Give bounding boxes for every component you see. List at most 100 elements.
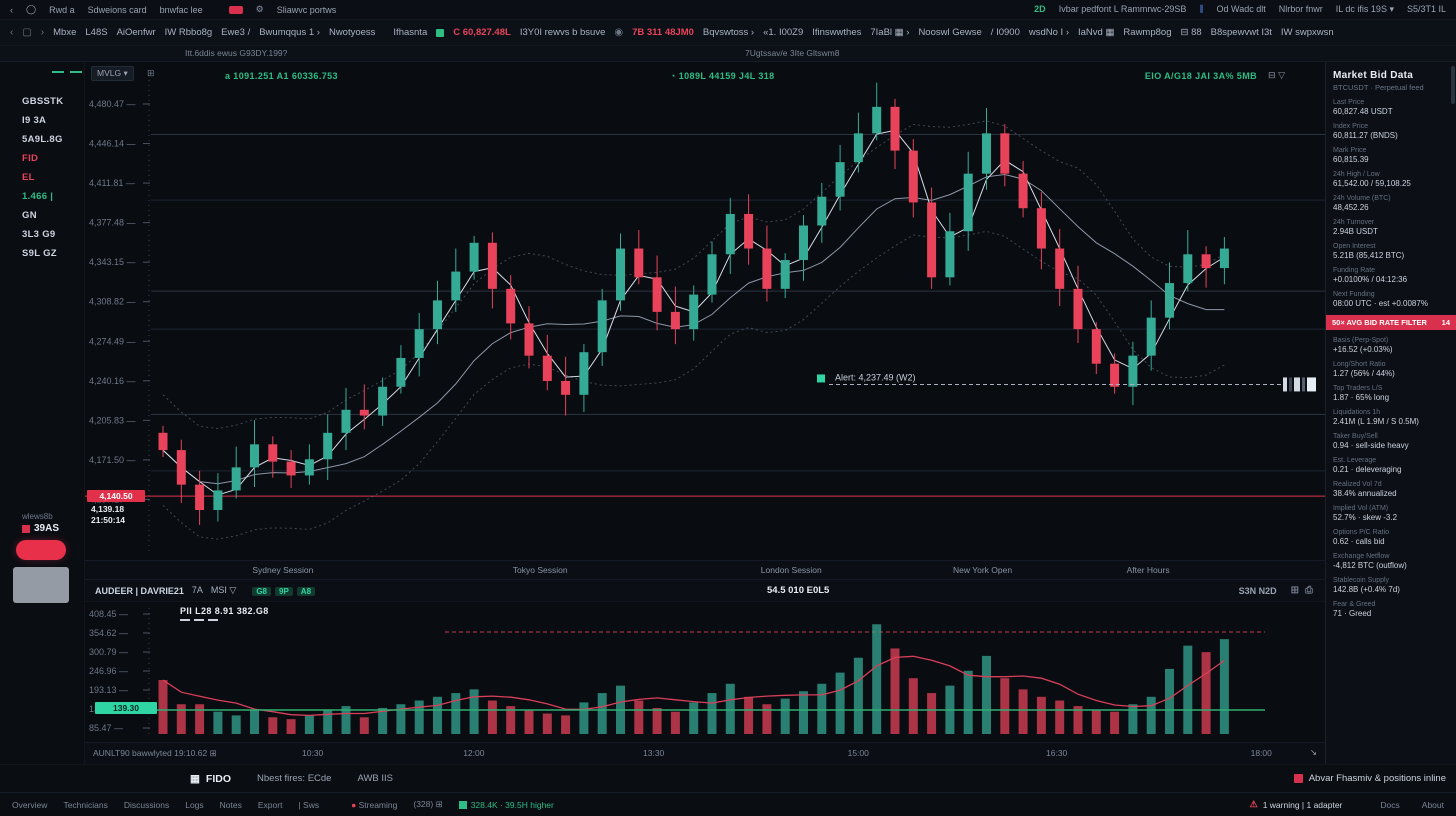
message-count[interactable]: (328) ⊞ (413, 799, 443, 809)
menubar-item[interactable]: IaNvd ▦ (1077, 27, 1115, 38)
candlestick-chart[interactable]: 4,480.47 — 4,446.14 — 4,411.81 — 4,377.48 —… (85, 62, 1325, 560)
watchlist-item[interactable]: GBSSTK (22, 96, 64, 107)
chart-tools-icons[interactable]: ⊟ ▽ (1268, 70, 1285, 80)
nav-forward-icon[interactable]: › (40, 27, 45, 38)
indicator-title[interactable]: AUDEER | DAVRIE21 (95, 585, 184, 596)
warning-status[interactable]: ⚠ 1 warning | 1 adapter (1249, 799, 1343, 810)
statusbar-item[interactable]: Logs (185, 799, 204, 810)
statusbar-item[interactable]: Discussions (123, 799, 170, 810)
indicator-param[interactable]: 7A (191, 585, 203, 595)
statusbar-item[interactable]: Notes (219, 799, 242, 810)
feed-entry[interactable]: Liquidations 1h 2.41M (L 1.9M / S 0.5M) (1333, 409, 1449, 426)
watchlist-item[interactable]: 5A9L.8G (22, 134, 63, 145)
indicator-chip[interactable]: A8 (296, 586, 316, 596)
tab-fido[interactable]: ▦ FIDO (190, 772, 232, 785)
feed-entry[interactable]: Implied Vol (ATM) 52.7% · skew -3.2 (1333, 505, 1449, 522)
topbar-item[interactable]: Nlrbor fnwr (1278, 4, 1323, 14)
menubar-item[interactable]: Ewe3 / (221, 27, 251, 38)
nav-back-icon[interactable]: ‹ (10, 27, 14, 38)
scrollbar-thumb[interactable] (1451, 66, 1455, 104)
indicator-param[interactable]: MSI ▽ (210, 585, 237, 595)
menubar-item[interactable]: IW swpxwsn (1280, 27, 1334, 38)
feed-entry[interactable]: Index Price 60,811.27 (BNDS) (1333, 123, 1449, 140)
topbar-item[interactable]: IL dc ifis 19S ▾ (1335, 4, 1394, 14)
menubar-item[interactable]: Nooswl Gewse (918, 27, 982, 38)
volume-chart[interactable]: 408.45 — 354.62 — 300.79 — 246.96 — 193.13 —… (85, 602, 1325, 742)
bottom-tab[interactable]: AWB IIS (357, 773, 394, 784)
menubar-item[interactable]: IW Rbbo8g (164, 27, 213, 38)
menubar-item[interactable]: wsdNo I › (1028, 27, 1069, 38)
topbar-item[interactable]: Ivbar pedfont L Rammrwc-29SB (1058, 4, 1187, 14)
record-badge-icon[interactable] (228, 5, 243, 14)
menubar-item[interactable]: Nwotyoess (328, 27, 376, 38)
menubar-item[interactable]: ⊟ 88 (1180, 27, 1202, 38)
watchlist-item[interactable]: EL (22, 172, 35, 183)
feed-entry[interactable]: Long/Short Ratio 1.27 (56% / 44%) (1333, 361, 1449, 378)
menubar-item[interactable]: Ifinswwthes (812, 27, 862, 38)
feed-entry[interactable]: 24h Volume (BTC) 48,452.26 (1333, 195, 1449, 212)
feed-entry[interactable]: Stablecoin Supply 142.8B (+0.4% 7d) (1333, 577, 1449, 594)
statusbar-item[interactable]: Overview (12, 799, 48, 810)
menubar-item[interactable]: Mbxe (53, 27, 77, 38)
statusbar-link[interactable]: Docs (1380, 799, 1400, 810)
feed-entry[interactable]: Fear & Greed 71 · Greed (1333, 601, 1449, 618)
time-axis[interactable]: AUNLT90 bawwlyted 19:10.62 ⊞ 10:30 12:00 1… (85, 742, 1325, 764)
topbar-item[interactable]: Sliawvc portws (276, 4, 337, 15)
home-icon[interactable]: ◯ (26, 4, 37, 14)
menubar-item[interactable]: 7IaBl ▦ › (870, 27, 910, 38)
menubar-item[interactable]: / I0900 (990, 27, 1020, 38)
menubar-item[interactable]: L48S (85, 27, 108, 38)
menubar-item[interactable]: «1. I00Z9 (763, 27, 804, 38)
watchlist-item[interactable]: FID (22, 153, 39, 164)
panel-tool-icon[interactable]: ⊞ (1290, 585, 1299, 596)
menubar-item[interactable]: Bqvswtoss › (702, 27, 755, 38)
topbar-item[interactable]: S5/3T1 IL (1406, 4, 1446, 14)
watchlist-item[interactable]: 3L3 G9 (22, 229, 56, 240)
grid-icon[interactable]: ⊞ (147, 68, 155, 78)
topbar-item[interactable]: 2D (1034, 4, 1046, 14)
topbar-item[interactable]: bnwfac lee (159, 4, 203, 15)
axis-settings-label[interactable]: AUNLT90 bawwlyted 19:10.62 (93, 748, 208, 758)
feed-entry[interactable]: 24h Turnover 2.94B USDT (1333, 219, 1449, 236)
feed-entry[interactable]: Realized Vol 7d 38.4% annualized (1333, 481, 1449, 498)
topbar-item[interactable]: ⫼ (1199, 4, 1204, 14)
watchlist-item[interactable]: S9L GZ (22, 248, 57, 259)
quick-panel[interactable] (13, 567, 69, 603)
topbar-item[interactable]: Od Wadc dlt (1216, 4, 1266, 14)
back-icon[interactable]: ‹ (10, 4, 13, 15)
sell-button[interactable] (16, 540, 66, 560)
topbar-item[interactable]: Sdweions card (87, 4, 147, 15)
menubar-item[interactable]: I3Y0I rewvs b bsuve (519, 27, 606, 38)
bottom-tab[interactable]: Nbest fires: ECde (257, 773, 332, 784)
feed-entry[interactable]: 24h High / Low 61,542.00 / 59,108.25 (1333, 171, 1449, 188)
feed-entry[interactable]: Mark Price 60,815.39 (1333, 147, 1449, 164)
topbar-item[interactable]: Rwd a (49, 4, 75, 15)
indicator-chip[interactable]: G8 (252, 586, 271, 596)
menubar-item[interactable]: Rawmp8og (1123, 27, 1172, 38)
alert-banner[interactable]: 50× AVG BID RATE FILTER 14 (1326, 315, 1456, 330)
interval-chip[interactable]: MVLG ▾ (91, 66, 134, 81)
panel-tool-icon[interactable]: ⎙ (1305, 585, 1313, 596)
gear-icon[interactable]: ⚙ (255, 4, 264, 14)
feed-entry[interactable]: Est. Leverage 0.21 · deleveraging (1333, 457, 1449, 474)
window-icon[interactable]: ▢ (22, 27, 32, 38)
statusbar-item[interactable]: Export (257, 799, 283, 810)
feed-entry[interactable]: Funding Rate +0.0100% / 04:12:36 (1333, 267, 1449, 284)
statusbar-link[interactable]: About (1421, 799, 1444, 810)
watchlist-item[interactable]: 1.466 | (22, 191, 54, 202)
watchlist-item[interactable]: GN (22, 210, 37, 221)
main-chart[interactable]: MVLG ▾ ⊞ a 1091.251 A1 60336.753 ◔ 1089L… (85, 62, 1325, 560)
alerts-positions-toggle[interactable]: Abvar Fhasmiv & positions inline (1293, 773, 1446, 784)
feed-entry[interactable]: Top Traders L/S 1.87 · 65% long (1333, 385, 1449, 402)
indicator-chip[interactable]: 9P (275, 586, 293, 596)
watchlist-item[interactable]: I9 3A (22, 115, 47, 126)
menubar-item[interactable]: AiOenfwr (116, 27, 156, 38)
menubar-item[interactable]: B8spewvwt I3t (1210, 27, 1272, 38)
feed-entry[interactable]: Basis (Perp-Spot) +16.52 (+0.03%) (1333, 337, 1449, 354)
statusbar-item[interactable]: Technicians (63, 799, 108, 810)
feed-entry[interactable]: Options P/C Ratio 0.62 · calls bid (1333, 529, 1449, 546)
feed-entry[interactable]: Next Funding 08:00 UTC · est +0.0087% (1333, 291, 1449, 308)
feed-entry[interactable]: Open Interest 5.21B (85,412 BTC) (1333, 243, 1449, 260)
statusbar-item[interactable]: | Sws (298, 799, 320, 810)
feed-entry[interactable]: Exchange Netflow -4,812 BTC (outflow) (1333, 553, 1449, 570)
